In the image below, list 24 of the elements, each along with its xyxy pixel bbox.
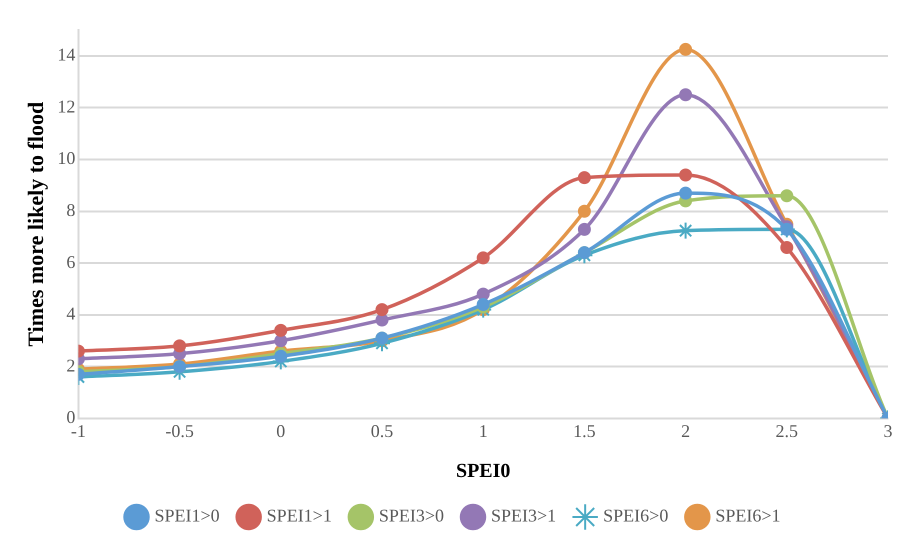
x-tick-label: 0 <box>276 420 286 441</box>
y-tick-label: 10 <box>57 148 76 168</box>
legend-label: SPEI1>1 <box>266 506 332 526</box>
x-tick-label: 0.5 <box>370 420 394 441</box>
y-tick-label: 12 <box>57 96 76 116</box>
legend-label: SPEI6>1 <box>715 506 780 526</box>
legend-label: SPEI1>0 <box>154 506 220 526</box>
y-tick-label: 4 <box>66 304 76 324</box>
x-tick-label: 1 <box>478 420 488 441</box>
x-tick-label: 2 <box>681 420 690 441</box>
x-tick-label: 2.5 <box>776 420 798 441</box>
y-tick-label: 2 <box>66 355 76 376</box>
y-tick-label: 8 <box>66 200 76 220</box>
y-tick-label: 14 <box>57 44 76 65</box>
legend-label: SPEI6>0 <box>603 506 668 526</box>
y-axis-title: Times more likely to flood <box>22 102 48 347</box>
x-tick-label: 3 <box>884 420 892 441</box>
legend-label: SPEI3>0 <box>378 506 444 526</box>
x-tick-label: 1.5 <box>573 420 596 441</box>
x-tick-label: -0.5 <box>165 420 194 441</box>
y-tick-label: 0 <box>66 407 76 428</box>
legend-label: SPEI3>1 <box>491 506 556 526</box>
y-tick-label: 6 <box>66 252 76 272</box>
x-axis-title: SPEI0 <box>456 460 510 482</box>
